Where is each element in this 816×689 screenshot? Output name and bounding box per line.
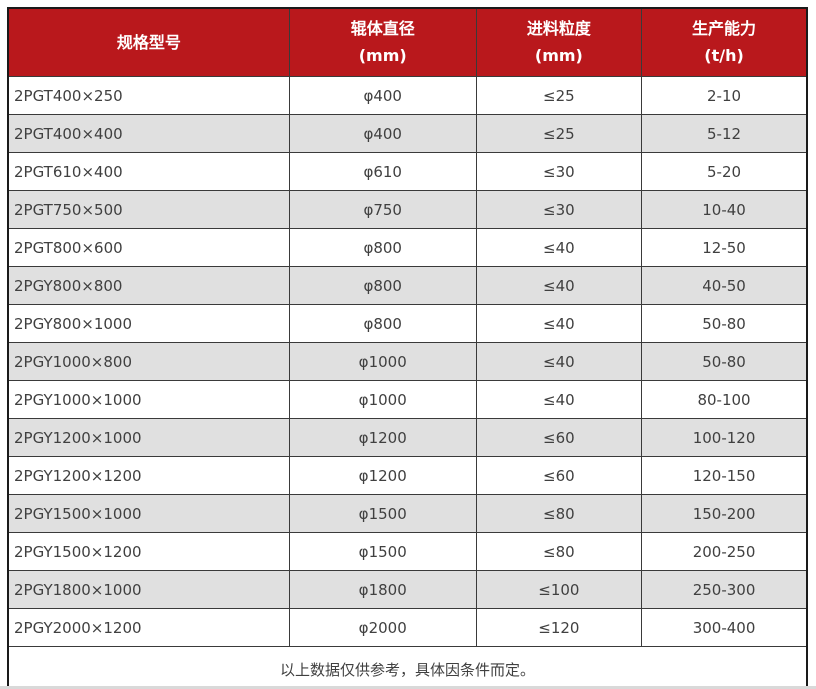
feedsize-cell: ≤40 [475, 342, 643, 381]
table-row: 2PGY2000×1200 φ2000 ≤120 300-400 [7, 608, 808, 647]
table-row: 2PGY1800×1000 φ1800 ≤100 250-300 [7, 570, 808, 609]
diameter-cell: φ400 [288, 76, 477, 115]
model-cell: 2PGY1000×1000 [7, 380, 290, 419]
diameter-cell: φ1000 [288, 380, 477, 419]
table-header: 规格型号 辊体直径 (mm) 进料粒度 (mm) [7, 7, 808, 77]
table-row: 2PGY1200×1200 φ1200 ≤60 120-150 [7, 456, 808, 495]
page-bottom-edge [0, 686, 816, 689]
header-label-model: 规格型号 [116, 32, 181, 52]
model-cell: 2PGT400×250 [7, 76, 290, 115]
header-unit-feedsize: (mm) [534, 46, 583, 65]
diameter-cell: φ800 [288, 304, 477, 343]
table-row: 2PGY1000×800 φ1000 ≤40 50-80 [7, 342, 808, 381]
diameter-cell: φ400 [288, 114, 477, 153]
model-cell: 2PGY1200×1000 [7, 418, 290, 457]
feedsize-cell: ≤40 [475, 380, 643, 419]
feedsize-cell: ≤40 [475, 266, 643, 305]
feedsize-cell: ≤25 [475, 76, 643, 115]
diameter-cell: φ1000 [288, 342, 477, 381]
diameter-cell: φ610 [288, 152, 477, 191]
capacity-cell: 80-100 [641, 380, 808, 419]
header-cell-capacity: 生产能力 (t/h) [641, 7, 808, 77]
capacity-cell: 100-120 [641, 418, 808, 457]
model-cell: 2PGT400×400 [7, 114, 290, 153]
model-cell: 2PGT800×600 [7, 228, 290, 267]
capacity-cell: 40-50 [641, 266, 808, 305]
diameter-cell: φ800 [288, 228, 477, 267]
feedsize-cell: ≤25 [475, 114, 643, 153]
header-unit-diameter: (mm) [358, 46, 407, 65]
header-label-feedsize: 进料粒度 [526, 19, 591, 38]
diameter-cell: φ1200 [288, 418, 477, 457]
feedsize-cell: ≤60 [475, 456, 643, 495]
diameter-cell: φ2000 [288, 608, 477, 647]
capacity-cell: 50-80 [641, 304, 808, 343]
diameter-cell: φ750 [288, 190, 477, 229]
table-body: 2PGT400×250 φ400 ≤25 2-10 2PGT400×400 φ4… [7, 76, 808, 647]
feedsize-cell: ≤60 [475, 418, 643, 457]
model-cell: 2PGY1500×1200 [7, 532, 290, 571]
diameter-cell: φ1200 [288, 456, 477, 495]
header-cell-feedsize: 进料粒度 (mm) [475, 7, 643, 77]
header-unit-capacity: (t/h) [704, 46, 744, 65]
header-cell-diameter: 辊体直径 (mm) [288, 7, 477, 77]
header-label-diameter: 辊体直径 [350, 19, 415, 38]
model-cell: 2PGY2000×1200 [7, 608, 290, 647]
spec-table: 规格型号 辊体直径 (mm) 进料粒度 (mm) [7, 7, 808, 689]
table-row: 2PGY800×1000 φ800 ≤40 50-80 [7, 304, 808, 343]
feedsize-cell: ≤40 [475, 304, 643, 343]
diameter-cell: φ1500 [288, 494, 477, 533]
diameter-cell: φ800 [288, 266, 477, 305]
capacity-cell: 12-50 [641, 228, 808, 267]
feedsize-cell: ≤80 [475, 532, 643, 571]
table-row: 2PGT400×250 φ400 ≤25 2-10 [7, 76, 808, 115]
header-label-capacity: 生产能力 [692, 19, 757, 38]
table-row: 2PGY1500×1000 φ1500 ≤80 150-200 [7, 494, 808, 533]
capacity-cell: 2-10 [641, 76, 808, 115]
model-cell: 2PGY800×800 [7, 266, 290, 305]
table-row: 2PGT610×400 φ610 ≤30 5-20 [7, 152, 808, 191]
feedsize-cell: ≤80 [475, 494, 643, 533]
diameter-cell: φ1500 [288, 532, 477, 571]
table-row: 2PGY1000×1000 φ1000 ≤40 80-100 [7, 380, 808, 419]
capacity-cell: 200-250 [641, 532, 808, 571]
capacity-cell: 10-40 [641, 190, 808, 229]
model-cell: 2PGY1000×800 [7, 342, 290, 381]
feedsize-cell: ≤120 [475, 608, 643, 647]
table-row: 2PGT800×600 φ800 ≤40 12-50 [7, 228, 808, 267]
table-row: 2PGT400×400 φ400 ≤25 5-12 [7, 114, 808, 153]
footnote-text: 以上数据仅供参考，具体因条件而定。 [7, 646, 808, 689]
header-row: 规格型号 辊体直径 (mm) 进料粒度 (mm) [7, 7, 808, 77]
capacity-cell: 150-200 [641, 494, 808, 533]
table-row: 2PGY1500×1200 φ1500 ≤80 200-250 [7, 532, 808, 571]
capacity-cell: 50-80 [641, 342, 808, 381]
feedsize-cell: ≤30 [475, 190, 643, 229]
model-cell: 2PGY1500×1000 [7, 494, 290, 533]
table-row: 2PGT750×500 φ750 ≤30 10-40 [7, 190, 808, 229]
model-cell: 2PGT750×500 [7, 190, 290, 229]
capacity-cell: 250-300 [641, 570, 808, 609]
feedsize-cell: ≤30 [475, 152, 643, 191]
diameter-cell: φ1800 [288, 570, 477, 609]
header-cell-model: 规格型号 [7, 7, 290, 77]
model-cell: 2PGY1800×1000 [7, 570, 290, 609]
capacity-cell: 5-12 [641, 114, 808, 153]
capacity-cell: 5-20 [641, 152, 808, 191]
model-cell: 2PGT610×400 [7, 152, 290, 191]
feedsize-cell: ≤100 [475, 570, 643, 609]
table-footer: 以上数据仅供参考，具体因条件而定。 [7, 646, 808, 689]
footnote-row: 以上数据仅供参考，具体因条件而定。 [7, 646, 808, 689]
model-cell: 2PGY800×1000 [7, 304, 290, 343]
feedsize-cell: ≤40 [475, 228, 643, 267]
capacity-cell: 300-400 [641, 608, 808, 647]
capacity-cell: 120-150 [641, 456, 808, 495]
table-row: 2PGY800×800 φ800 ≤40 40-50 [7, 266, 808, 305]
model-cell: 2PGY1200×1200 [7, 456, 290, 495]
table-row: 2PGY1200×1000 φ1200 ≤60 100-120 [7, 418, 808, 457]
